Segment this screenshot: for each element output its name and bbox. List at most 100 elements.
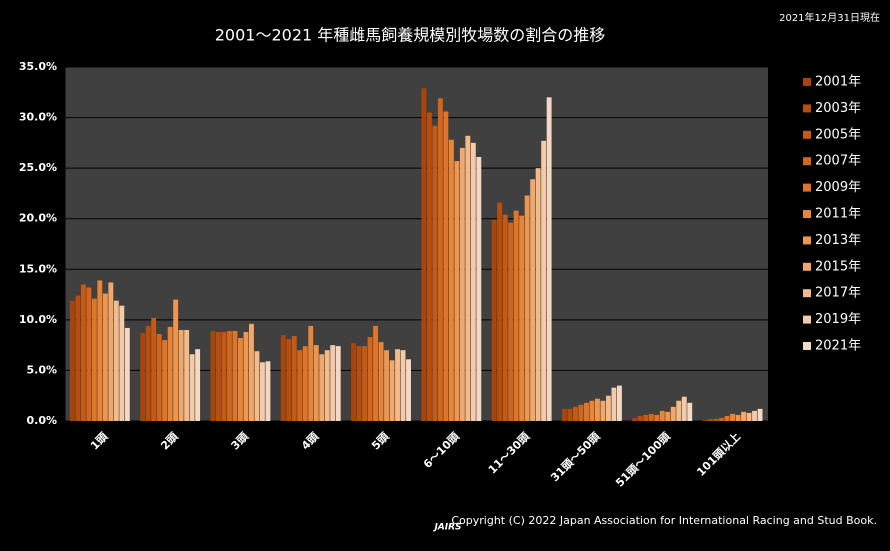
legend-label: 2019年 xyxy=(815,312,861,327)
bar xyxy=(573,406,578,421)
bar xyxy=(530,179,536,421)
bar xyxy=(248,323,254,421)
bar xyxy=(459,147,465,421)
bar xyxy=(508,222,514,421)
legend-swatch xyxy=(803,289,811,298)
y-tick-label: 25.0% xyxy=(19,161,57,174)
legend-label: 2005年 xyxy=(815,127,861,142)
bar xyxy=(708,418,714,421)
bar xyxy=(659,410,665,421)
bar xyxy=(389,360,395,421)
bar xyxy=(69,300,75,421)
legend-swatch xyxy=(803,342,811,350)
bar xyxy=(676,400,682,421)
bar xyxy=(291,336,297,421)
bar xyxy=(713,418,719,421)
bar xyxy=(406,359,411,421)
bar xyxy=(611,387,617,421)
bar xyxy=(184,329,190,421)
bar xyxy=(476,157,482,421)
date-note: 2021年12月31日現在 xyxy=(779,11,880,24)
bar xyxy=(124,327,130,421)
bar xyxy=(546,97,552,421)
bar xyxy=(741,411,746,421)
bar xyxy=(421,88,427,422)
bar xyxy=(735,414,741,421)
bar xyxy=(156,334,162,421)
bar xyxy=(119,305,125,421)
bar xyxy=(232,330,238,421)
legend-label: 2013年 xyxy=(815,233,861,248)
bar xyxy=(437,98,443,422)
bar xyxy=(113,300,119,421)
bar xyxy=(724,415,730,421)
bar xyxy=(567,408,573,421)
legend-label: 2001年 xyxy=(815,75,861,90)
bar xyxy=(210,330,216,421)
bar xyxy=(280,335,286,421)
bar xyxy=(97,280,103,421)
legend-swatch xyxy=(803,262,811,271)
bar xyxy=(319,354,325,421)
bar xyxy=(465,135,471,421)
legend-label: 2021年 xyxy=(815,339,861,354)
bar xyxy=(443,111,449,421)
legend-swatch xyxy=(803,236,811,245)
bar xyxy=(687,402,693,421)
bar xyxy=(665,411,671,421)
legend-label: 2017年 xyxy=(815,286,861,301)
bar xyxy=(757,408,763,421)
bar xyxy=(395,349,400,421)
bar xyxy=(151,317,157,421)
bar xyxy=(351,343,357,421)
bar xyxy=(91,298,97,421)
bar xyxy=(584,402,589,421)
bar xyxy=(654,414,660,421)
bar xyxy=(254,351,260,421)
bar xyxy=(286,339,292,421)
bar xyxy=(746,412,752,421)
bar xyxy=(719,417,725,421)
bar xyxy=(373,325,379,421)
bar xyxy=(562,408,567,421)
bar xyxy=(238,338,243,421)
bar xyxy=(330,345,336,421)
legend-label: 2003年 xyxy=(815,101,861,116)
bar xyxy=(145,325,151,421)
legend-label: 2015年 xyxy=(815,259,861,274)
bar xyxy=(162,340,168,421)
bar xyxy=(524,195,530,421)
bar xyxy=(513,210,519,421)
bar xyxy=(541,140,547,421)
bar xyxy=(432,125,438,422)
bar xyxy=(308,325,314,421)
legend-label: 2009年 xyxy=(815,180,861,195)
bar xyxy=(491,219,497,421)
bar xyxy=(670,406,676,421)
copyright: Copyright (C) 2022 Japan Association for… xyxy=(451,514,877,527)
bar xyxy=(189,354,195,421)
y-tick-label: 10.0% xyxy=(19,313,57,326)
bar xyxy=(167,326,173,421)
bar xyxy=(140,333,146,421)
bar xyxy=(221,331,227,421)
bar xyxy=(681,396,687,421)
legend-label: 2011年 xyxy=(815,207,861,222)
y-tick-label: 5.0% xyxy=(26,363,57,376)
bar xyxy=(173,299,179,421)
bar xyxy=(502,214,508,421)
bar xyxy=(519,215,525,421)
bar xyxy=(335,346,341,421)
bar xyxy=(730,413,735,421)
bar xyxy=(589,400,595,421)
bar xyxy=(605,395,611,421)
bar xyxy=(752,410,757,421)
bar xyxy=(259,362,265,421)
bar xyxy=(535,168,541,421)
bar xyxy=(400,350,406,421)
chart-title: 2001～2021 年種雌馬飼養規模別牧場数の割合の推移 xyxy=(215,26,606,45)
y-tick-label: 35.0% xyxy=(19,60,57,73)
bar xyxy=(578,404,584,421)
bar xyxy=(324,350,330,421)
